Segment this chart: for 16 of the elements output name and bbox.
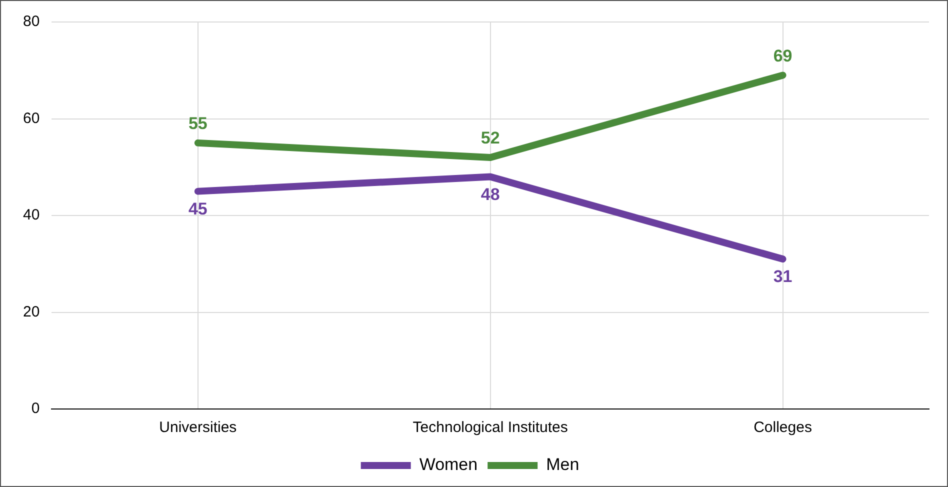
legend-label: Women [419, 455, 478, 474]
data-label: 45 [188, 200, 208, 218]
y-tick-label: 80 [22, 13, 40, 30]
y-tick-label: 60 [22, 110, 40, 127]
x-tick-label: Universities [159, 419, 237, 436]
y-tick-label: 40 [22, 206, 40, 224]
data-label: 48 [480, 184, 500, 204]
x-tick-label: Colleges [754, 419, 812, 436]
x-tick-label: Technological Institutes [412, 419, 568, 436]
y-tick-label: 20 [22, 303, 40, 320]
data-label: 69 [773, 46, 792, 66]
y-tick-label: 0 [31, 400, 40, 418]
data-label: 52 [480, 128, 500, 148]
legend-label: Men [546, 455, 580, 474]
data-label: 31 [773, 267, 792, 286]
data-label: 55 [188, 114, 208, 134]
